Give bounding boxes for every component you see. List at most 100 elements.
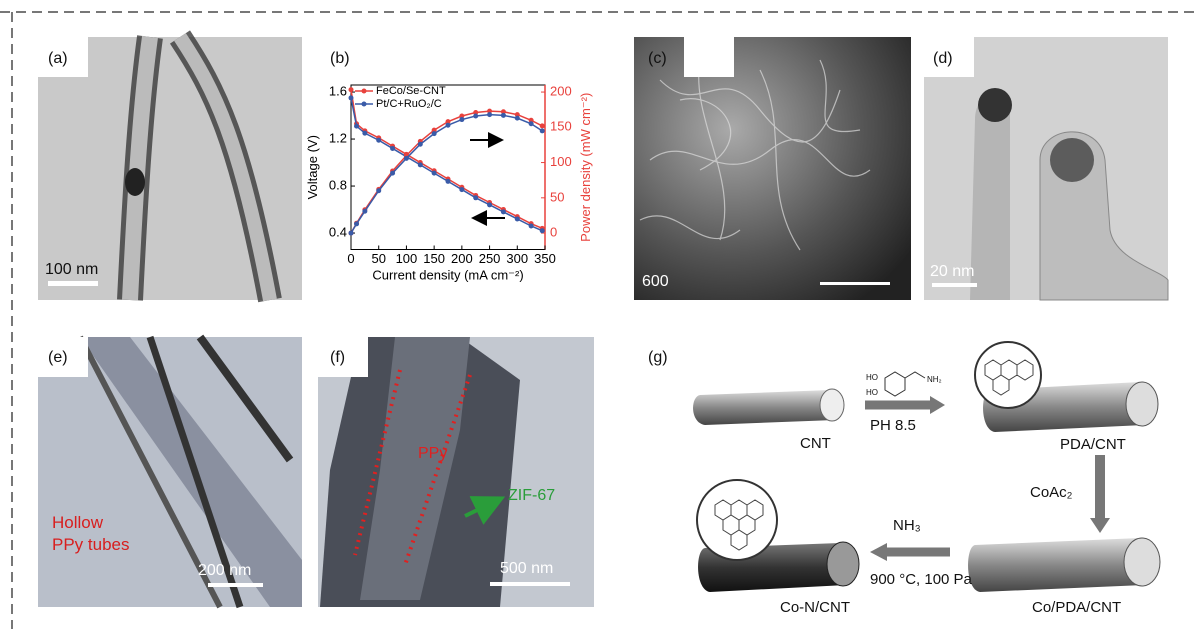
point xyxy=(376,188,381,193)
image xyxy=(634,37,911,300)
point xyxy=(515,116,520,121)
diagram-label: PDA/CNT xyxy=(1060,436,1126,453)
point xyxy=(515,216,520,221)
scale-label: 20 nm xyxy=(930,263,974,280)
point xyxy=(473,114,478,119)
x-axis-label: Current density (mA cm⁻²) xyxy=(372,268,523,283)
point xyxy=(354,124,359,129)
legend-label: Pt/C+RuO₂/C xyxy=(376,98,442,110)
x-tick-label: 0 xyxy=(347,251,354,266)
tube-end xyxy=(1126,382,1158,426)
tube-end xyxy=(827,542,859,586)
panel-g: (g) CNT HO HO NH₂ PH 8.5 PDA/CNT CoAc₂ C… xyxy=(648,342,1160,616)
particle xyxy=(125,168,145,196)
tube xyxy=(693,390,835,425)
point xyxy=(487,202,492,207)
point xyxy=(349,95,354,100)
y2-axis-label: Power density (mW cm⁻²) xyxy=(578,93,593,242)
panel-b: (b) 0501001502002503003500.40.81.21.6050… xyxy=(305,50,593,283)
point xyxy=(529,121,534,126)
annotation: PPy tubes xyxy=(52,535,130,554)
point xyxy=(362,209,367,214)
point xyxy=(540,228,545,233)
point xyxy=(501,209,506,214)
legend-marker xyxy=(362,89,367,94)
x-tick-label: 150 xyxy=(423,251,445,266)
panel-label: (a) xyxy=(48,50,68,67)
molecule: NH₂ xyxy=(927,375,942,384)
arrow xyxy=(1090,518,1110,533)
point xyxy=(349,231,354,236)
y-tick-label: 1.6 xyxy=(329,83,347,98)
y2-tick-label: 50 xyxy=(550,189,564,204)
point xyxy=(446,123,451,128)
diagram-label: 900 °C, 100 Pa xyxy=(870,571,973,588)
x-tick-label: 300 xyxy=(506,251,528,266)
scale-label: 500 nm xyxy=(500,560,553,577)
tube-end xyxy=(1124,538,1160,586)
panel-label: (c) xyxy=(648,50,667,67)
panel-label: (g) xyxy=(648,349,668,366)
point xyxy=(501,113,506,118)
panel-label: (f) xyxy=(330,349,345,366)
diagram-label: PH 8.5 xyxy=(870,417,916,434)
particle xyxy=(978,88,1012,122)
point xyxy=(418,142,423,147)
legend-label: FeCo/Se-CNT xyxy=(376,85,446,97)
diagram-label: NH₃ xyxy=(893,517,921,534)
point xyxy=(349,87,354,92)
scale-label: 100 nm xyxy=(45,261,98,278)
panel-e: (e) Hollow PPy tubes 200 nm xyxy=(38,337,302,607)
panel-a: (a) 100 nm xyxy=(38,37,302,300)
x-tick-label: 200 xyxy=(451,251,473,266)
scale-bar xyxy=(48,281,98,286)
point xyxy=(487,112,492,117)
point xyxy=(459,117,464,122)
scale-bar xyxy=(820,282,890,285)
x-tick-label: 100 xyxy=(396,251,418,266)
label-box xyxy=(684,37,734,77)
x-tick-label: 50 xyxy=(371,251,385,266)
scale-label: 200 nm xyxy=(198,562,251,579)
y-tick-label: 0.4 xyxy=(329,224,347,239)
annotation: Hollow xyxy=(52,513,104,532)
tube xyxy=(970,94,1010,300)
point xyxy=(376,138,381,143)
molecule xyxy=(885,372,905,396)
point xyxy=(459,187,464,192)
x-tick-label: 350 xyxy=(534,251,556,266)
point xyxy=(473,195,478,200)
y2-tick-label: 150 xyxy=(550,119,572,134)
y2-tick-label: 100 xyxy=(550,154,572,169)
particle xyxy=(1050,138,1094,182)
tube xyxy=(968,538,1145,592)
figure: (a) 100 nm (b) 0501001502002503003500.40… xyxy=(0,0,1195,629)
diagram-label: Co/PDA/CNT xyxy=(1032,599,1121,616)
scale-bar xyxy=(932,283,977,287)
molecule: HO xyxy=(866,373,878,382)
x-tick-label: 250 xyxy=(479,251,501,266)
series-line xyxy=(351,90,542,229)
arrow xyxy=(930,396,945,414)
point xyxy=(390,171,395,176)
annotation: PPy xyxy=(418,445,447,462)
point xyxy=(362,131,367,136)
diagram-label: CoAc₂ xyxy=(1030,484,1073,501)
y-tick-label: 1.2 xyxy=(329,130,347,145)
y-tick-label: 0.8 xyxy=(329,177,347,192)
y2-tick-label: 0 xyxy=(550,225,557,240)
point xyxy=(529,224,534,229)
molecule xyxy=(905,372,925,378)
molecule: HO xyxy=(866,388,878,397)
diagram-label: Co-N/CNT xyxy=(780,599,850,616)
panel-c: (c) 600 xyxy=(634,37,911,300)
legend-marker xyxy=(362,102,367,107)
point xyxy=(418,162,423,167)
arrow xyxy=(870,543,887,561)
panel-f: (f) PPy ZIF-67 500 nm xyxy=(318,337,594,607)
tube-end xyxy=(820,389,844,421)
point xyxy=(446,179,451,184)
image-tag: 600 xyxy=(642,273,669,290)
panel-label: (d) xyxy=(933,50,953,67)
point xyxy=(432,171,437,176)
